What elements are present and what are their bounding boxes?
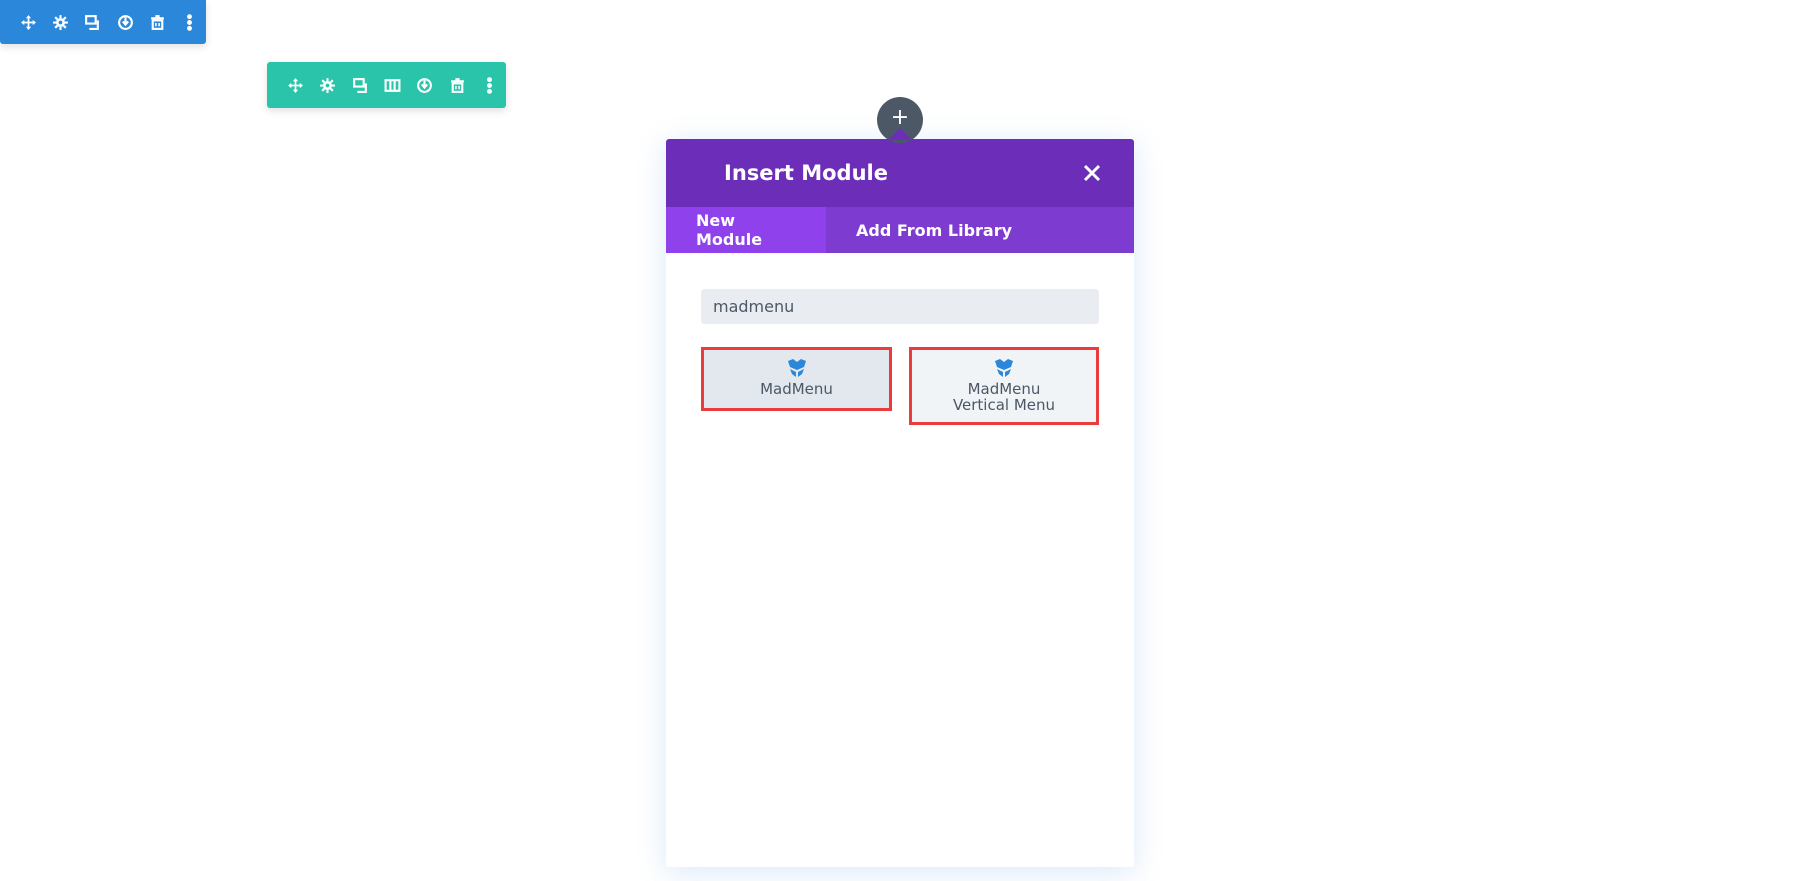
duplicate-icon[interactable]: [344, 63, 376, 107]
power-icon[interactable]: [409, 63, 441, 107]
trash-icon[interactable]: [441, 63, 473, 107]
madmenu-logo-icon: [995, 359, 1013, 377]
modal-header: Insert Module: [666, 139, 1134, 207]
columns-icon[interactable]: [376, 63, 408, 107]
gear-icon[interactable]: [44, 0, 76, 44]
modal-pointer: [888, 128, 912, 140]
module-madmenu-vertical-menu[interactable]: MadMenu Vertical Menu: [909, 347, 1099, 425]
insert-module-modal: Insert Module New Module Add From Librar…: [666, 139, 1134, 867]
module-label: MadMenu: [760, 380, 833, 398]
move-icon[interactable]: [279, 63, 311, 107]
module-search-input[interactable]: [701, 289, 1099, 324]
module-madmenu[interactable]: MadMenu: [701, 347, 892, 411]
gear-icon[interactable]: [311, 63, 343, 107]
modal-tabs: New Module Add From Library: [666, 207, 1134, 253]
modal-title: Insert Module: [724, 161, 888, 185]
module-label: MadMenu Vertical Menu: [952, 380, 1056, 414]
row-toolbar: [0, 0, 206, 44]
section-toolbar: [267, 62, 506, 108]
close-icon[interactable]: [1080, 161, 1104, 185]
madmenu-logo-icon: [787, 359, 806, 377]
more-icon[interactable]: [474, 63, 506, 107]
more-icon[interactable]: [174, 0, 206, 44]
move-icon[interactable]: [12, 0, 44, 44]
trash-icon[interactable]: [141, 0, 173, 44]
tab-add-from-library[interactable]: Add From Library: [856, 220, 1013, 240]
duplicate-icon[interactable]: [77, 0, 109, 44]
tab-new-module[interactable]: New Module: [666, 207, 826, 253]
power-icon[interactable]: [109, 0, 141, 44]
